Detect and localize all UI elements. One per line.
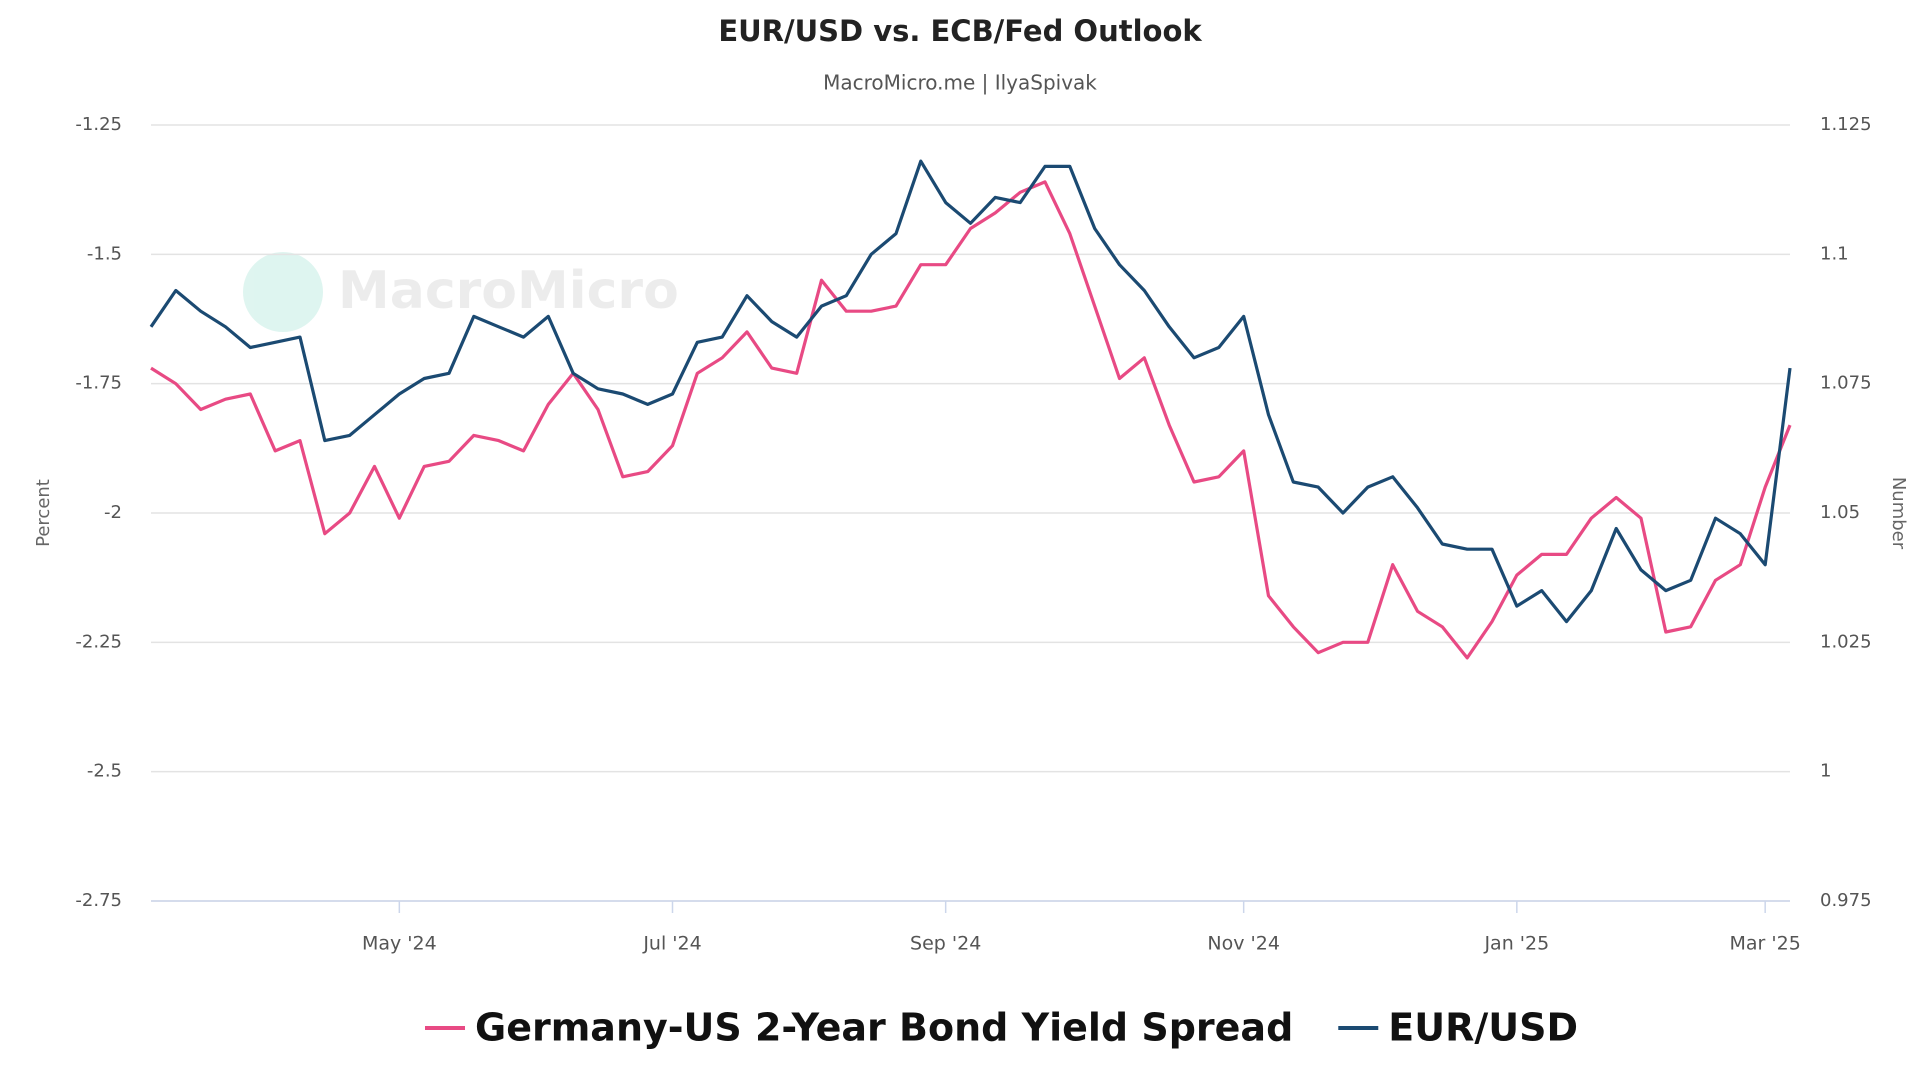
series-line bbox=[150, 180, 1792, 660]
y-tick-label: -2.5 bbox=[87, 761, 122, 782]
x-tick-label: Jan '25 bbox=[1483, 933, 1549, 955]
y-tick-label: -2 bbox=[104, 502, 122, 523]
y-tick-label: -2.75 bbox=[75, 890, 122, 911]
x-tick-label: May '24 bbox=[362, 933, 437, 955]
watermark-logo bbox=[243, 252, 323, 332]
y2-tick-label: 1.05 bbox=[1820, 502, 1860, 523]
chart-title: EUR/USD vs. ECB/Fed Outlook bbox=[718, 14, 1202, 48]
y2-axis-title: Number bbox=[1888, 477, 1909, 550]
x-tick-label: Sep '24 bbox=[910, 933, 981, 955]
y-tick-label: -2.25 bbox=[75, 631, 122, 652]
y-tick-label: -1.5 bbox=[87, 243, 122, 264]
legend-label: EUR/USD bbox=[1388, 1006, 1578, 1050]
y-tick-label: -1.25 bbox=[75, 114, 122, 135]
y2-tick-label: 1.075 bbox=[1820, 373, 1872, 394]
x-tick-label: Nov '24 bbox=[1207, 933, 1280, 955]
y2-tick-label: 1 bbox=[1820, 761, 1831, 782]
legend-label: Germany-US 2-Year Bond Yield Spread bbox=[475, 1006, 1293, 1050]
x-tick-label: Mar '25 bbox=[1730, 933, 1801, 955]
series-line bbox=[149, 159, 1792, 624]
watermark-text: MacroMicro bbox=[338, 261, 679, 321]
y2-tick-label: 1.125 bbox=[1820, 114, 1872, 135]
y2-tick-label: 1.025 bbox=[1820, 631, 1872, 652]
y2-tick-label: 1.1 bbox=[1820, 243, 1849, 264]
y2-tick-label: 0.975 bbox=[1820, 890, 1872, 911]
watermark: MacroMicro bbox=[243, 252, 679, 332]
y-axis-title: Percent bbox=[33, 479, 54, 547]
y-tick-label: -1.75 bbox=[75, 373, 122, 394]
chart-subtitle: MacroMicro.me | IlyaSpivak bbox=[823, 71, 1097, 95]
x-tick-label: Jul '24 bbox=[642, 933, 701, 955]
